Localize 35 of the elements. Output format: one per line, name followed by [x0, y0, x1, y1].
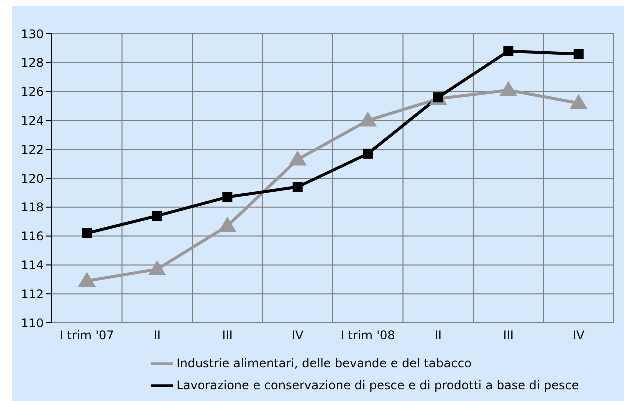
x-tick-label: IV [573, 328, 586, 343]
y-tick-label: 122 [21, 142, 44, 157]
point [148, 260, 166, 276]
y-tick-label: 124 [21, 114, 44, 128]
point [152, 211, 162, 222]
point [222, 192, 233, 202]
point [574, 49, 584, 60]
point [292, 182, 303, 192]
x-tick-label: III [222, 328, 233, 343]
y-tick-label: 128 [21, 56, 44, 70]
point [500, 81, 518, 96]
point [288, 150, 307, 166]
point [218, 217, 237, 232]
point [359, 112, 378, 127]
x-tick-label: III [503, 328, 514, 343]
y-tick-label: 130 [21, 27, 44, 42]
y-tick-label: 116 [21, 230, 44, 244]
point [82, 228, 92, 238]
point [504, 46, 514, 56]
y-tick-label: 112 [21, 287, 44, 302]
x-tick-label: I trim '08 [340, 328, 396, 343]
x-tick-label: II [434, 328, 442, 343]
y-tick-label: 126 [21, 85, 44, 100]
x-tick-label: II [154, 328, 161, 343]
x-tick-label: I trim '07 [60, 328, 114, 343]
y-tick-label: 120 [21, 172, 44, 186]
point [78, 272, 96, 288]
point [570, 94, 588, 110]
x-tick-label: IV [292, 328, 305, 343]
y-tick-label: 118 [21, 200, 44, 215]
y-tick-label: 114 [21, 258, 44, 272]
point [363, 148, 374, 159]
legend-label: Lavorazione e conservazione di pesce e di prodotti a base di pesce [176, 378, 580, 392]
y-tick-label: 110 [21, 316, 44, 330]
legend-label: Industrie alimentari, delle bevande e del tabacco [176, 356, 472, 370]
